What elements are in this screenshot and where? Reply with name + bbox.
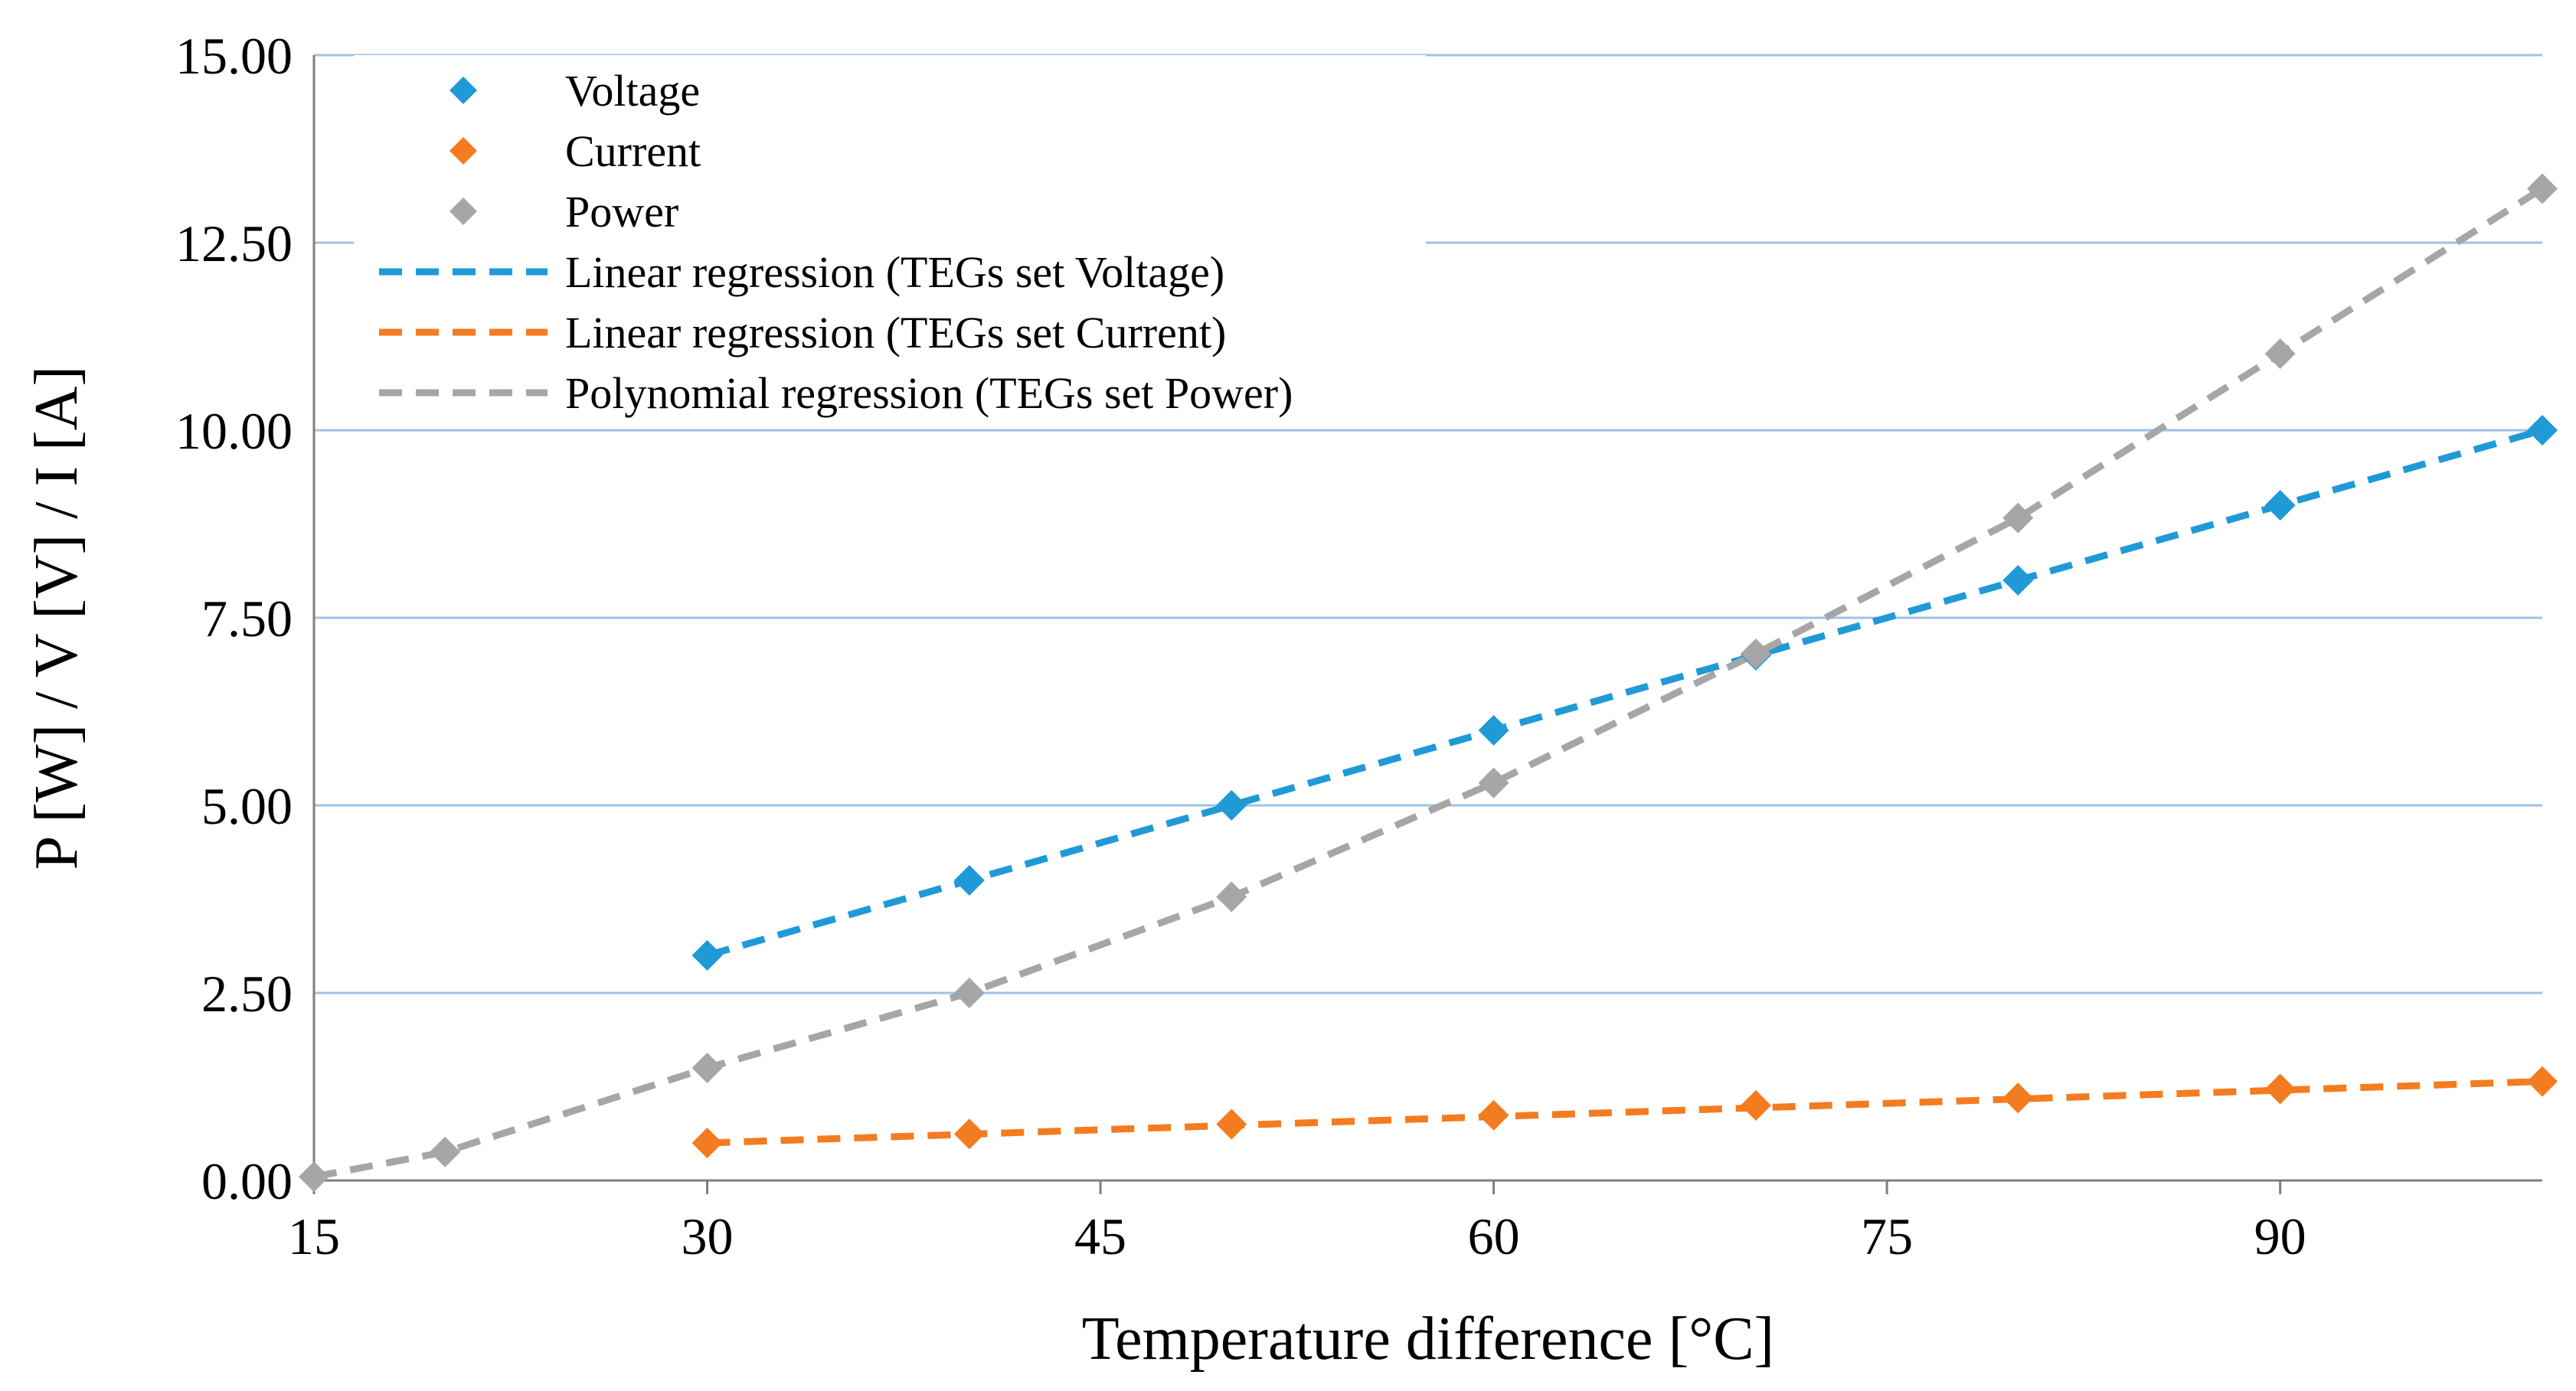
y-tick-label: 2.50 <box>201 965 293 1023</box>
current-point <box>2527 1066 2558 1097</box>
polynomial-regression-tegs-set-power-line <box>313 185 2545 1180</box>
y-tick-label: 12.50 <box>175 214 293 273</box>
power-point <box>2264 338 2296 370</box>
data-points <box>299 173 2558 1193</box>
y-tick-label: 5.00 <box>201 777 293 835</box>
current-point <box>1216 1109 1247 1140</box>
current-point <box>2002 1082 2034 1114</box>
x-axis-title: Temperature difference [°C] <box>1082 1305 1774 1373</box>
current-point <box>1740 1090 1771 1121</box>
voltage-point <box>2264 490 2296 521</box>
legend: Voltage Current Power Linear regression (TE… <box>379 66 1293 418</box>
y-axis-ticks: 0.00 2.50 5.00 7.50 10.00 12.50 15.00 <box>175 27 293 1210</box>
power-point <box>430 1136 461 1167</box>
y-tick-label: 7.50 <box>201 589 293 648</box>
x-tick-label: 90 <box>2254 1207 2306 1265</box>
y-tick-label: 0.00 <box>201 1152 293 1210</box>
power-point <box>2002 502 2034 534</box>
x-tick-label: 45 <box>1074 1207 1126 1265</box>
voltage-point <box>953 865 985 896</box>
power-point <box>1216 881 1247 913</box>
power-point <box>953 978 985 1008</box>
legend-label: Linear regression (TEGs set Voltage) <box>565 247 1224 297</box>
current-point <box>1478 1099 1509 1131</box>
legend-marker <box>449 77 477 104</box>
x-tick-label: 75 <box>1861 1207 1913 1265</box>
voltage-point <box>1216 790 1247 821</box>
voltage-point <box>2002 565 2034 596</box>
y-axis-title: P [W] / V [V] / I [A] <box>23 366 90 870</box>
power-point <box>2527 173 2558 204</box>
current-point <box>691 1128 723 1158</box>
x-tick-label: 30 <box>682 1207 734 1265</box>
voltage-point <box>691 940 723 971</box>
linear-regression-tegs-set-current-line <box>707 1078 2543 1147</box>
current-point <box>2264 1073 2296 1105</box>
legend-marker <box>449 137 477 165</box>
power-point <box>1740 638 1771 670</box>
voltage-point <box>1478 715 1509 746</box>
legend-marker <box>449 198 477 225</box>
power-point <box>691 1053 723 1083</box>
grid-lines <box>314 54 2542 994</box>
x-tick-label: 60 <box>1468 1207 1520 1265</box>
voltage-point <box>2527 415 2558 446</box>
legend-label: Voltage <box>565 66 700 116</box>
legend-label: Current <box>565 126 701 176</box>
power-point <box>299 1161 329 1193</box>
y-tick-label: 15.00 <box>175 27 293 85</box>
regression-lines <box>313 185 2545 1180</box>
linear-regression-tegs-set-voltage-line <box>706 426 2544 959</box>
current-point <box>953 1118 985 1150</box>
y-tick-label: 10.00 <box>175 402 293 460</box>
x-axis-ticks: 15 30 45 60 75 90 <box>288 1180 2306 1265</box>
power-point <box>1478 767 1509 798</box>
legend-background <box>354 55 1426 424</box>
legend-label: Power <box>565 187 678 237</box>
legend-label: Polynomial regression (TEGs set Power) <box>565 368 1293 418</box>
x-tick-label: 15 <box>288 1207 340 1265</box>
legend-label: Linear regression (TEGs set Current) <box>565 308 1226 358</box>
